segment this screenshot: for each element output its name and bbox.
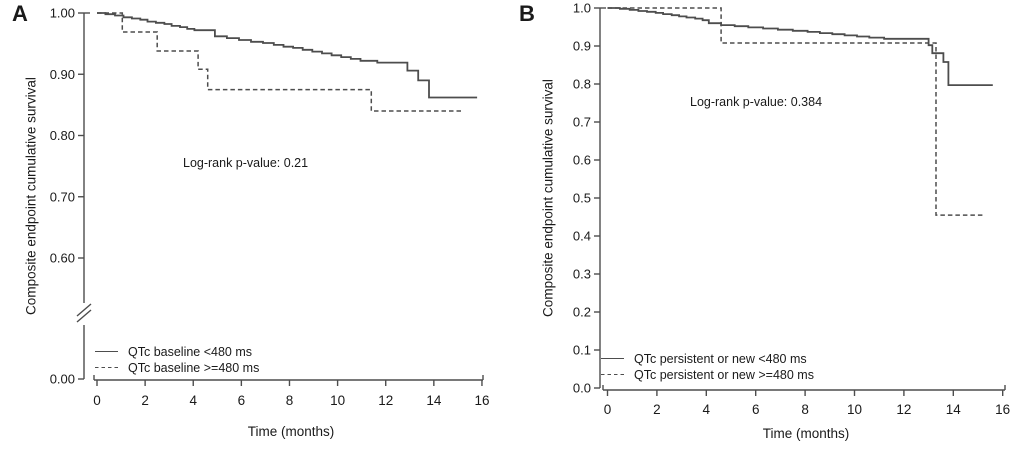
y-tick-label: 0.60 xyxy=(50,251,75,266)
y-tick-label: 0.7 xyxy=(573,115,591,130)
solid-line-swatch xyxy=(95,350,118,353)
solid-line-swatch xyxy=(601,357,624,360)
x-tick-label: 14 xyxy=(426,393,442,408)
panel-b-x-axis-title: Time (months) xyxy=(762,426,850,441)
y-tick-label: 0.2 xyxy=(573,305,591,320)
y-tick-label: 1.00 xyxy=(50,6,75,21)
y-tick-label: 0.9 xyxy=(573,39,591,54)
legend-label: QTc persistent or new <480 ms xyxy=(634,351,807,366)
panel-a-logrank-annotation: Log-rank p-value: 0.21 xyxy=(183,156,309,170)
y-tick-label: 0.0 xyxy=(573,381,591,396)
x-tick-label: 8 xyxy=(801,402,809,417)
x-tick-label: 16 xyxy=(474,393,489,408)
y-tick-label: 0.80 xyxy=(50,128,75,143)
panel-a-legend: QTc baseline <480 ms QTc baseline >=480 … xyxy=(95,344,259,375)
panel-a-y-axis-title: Composite endpoint cumulative survival xyxy=(23,77,39,315)
x-tick-label: 10 xyxy=(847,402,862,417)
x-tick-label: 2 xyxy=(653,402,661,417)
legend-label: QTc persistent or new >=480 ms xyxy=(634,367,814,382)
panel-a-x-axis-title: Time (months) xyxy=(247,424,335,439)
axis-break-mark xyxy=(76,309,92,323)
survival-curve-dashed xyxy=(97,12,463,112)
x-tick-label: 0 xyxy=(604,402,612,417)
axis-break-mark xyxy=(76,303,92,317)
legend-row: QTc baseline <480 ms xyxy=(95,344,259,359)
y-tick-label: 0.00 xyxy=(50,372,75,387)
x-tick-label: 8 xyxy=(286,393,294,408)
panel-b-letter: B xyxy=(519,1,536,26)
y-tick-label: 0.1 xyxy=(573,343,591,358)
legend-label: QTc baseline <480 ms xyxy=(128,344,253,359)
dashed-line-swatch xyxy=(95,366,118,369)
survival-curve-dashed xyxy=(607,7,986,216)
x-tick-label: 6 xyxy=(238,393,246,408)
y-tick-label: 0.3 xyxy=(573,267,591,282)
legend-label: QTc baseline >=480 ms xyxy=(128,360,260,375)
y-tick-label: 0.6 xyxy=(573,153,591,168)
x-tick-label: 6 xyxy=(752,402,760,417)
x-tick-label: 12 xyxy=(896,402,911,417)
legend-row: QTc baseline >=480 ms xyxy=(95,360,259,375)
survival-curve-solid xyxy=(97,12,478,99)
y-tick-label: 0.4 xyxy=(573,229,591,244)
dashed-line-swatch xyxy=(601,373,624,376)
x-tick-label: 12 xyxy=(378,393,393,408)
x-tick-label: 4 xyxy=(703,402,711,417)
panel-b-logrank-annotation: Log-rank p-value: 0.384 xyxy=(690,95,823,109)
x-tick-label: 16 xyxy=(995,402,1010,417)
y-tick-label: 0.5 xyxy=(573,191,591,206)
x-tick-label: 2 xyxy=(141,393,149,408)
legend-row: QTc persistent or new <480 ms xyxy=(601,351,814,366)
survival-curve-solid xyxy=(607,7,993,86)
x-tick-label: 10 xyxy=(330,393,345,408)
x-tick-label: 14 xyxy=(946,402,962,417)
y-tick-label: 0.70 xyxy=(50,189,75,204)
x-tick-label: 4 xyxy=(189,393,197,408)
y-tick-label: 0.90 xyxy=(50,67,75,82)
x-tick-label: 0 xyxy=(93,393,101,408)
y-tick-label: 0.8 xyxy=(573,77,591,92)
panel-b-y-axis-title: Composite endpoint cumulative survival xyxy=(540,79,556,317)
y-tick-label: 1.0 xyxy=(573,1,591,16)
panel-a-letter: A xyxy=(12,1,29,26)
panel-b-legend: QTc persistent or new <480 ms QTc persis… xyxy=(601,351,814,382)
legend-row: QTc persistent or new >=480 ms xyxy=(601,367,814,382)
